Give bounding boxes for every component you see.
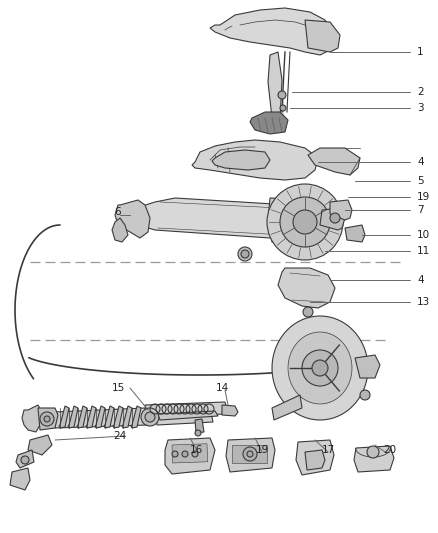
Text: 3: 3 bbox=[417, 103, 424, 113]
Circle shape bbox=[141, 408, 159, 426]
Polygon shape bbox=[68, 406, 78, 428]
Circle shape bbox=[280, 197, 330, 247]
Circle shape bbox=[280, 105, 286, 111]
Polygon shape bbox=[345, 225, 365, 242]
Polygon shape bbox=[145, 402, 228, 416]
Polygon shape bbox=[192, 140, 318, 180]
Text: 20: 20 bbox=[383, 445, 396, 455]
Polygon shape bbox=[210, 8, 335, 55]
Text: 19: 19 bbox=[417, 192, 430, 202]
Circle shape bbox=[44, 416, 50, 422]
Polygon shape bbox=[305, 20, 340, 52]
Circle shape bbox=[302, 350, 338, 386]
Circle shape bbox=[360, 390, 370, 400]
Polygon shape bbox=[272, 316, 368, 420]
Bar bbox=[172, 444, 208, 463]
Circle shape bbox=[40, 412, 54, 426]
Polygon shape bbox=[112, 218, 128, 242]
Polygon shape bbox=[22, 405, 42, 432]
Polygon shape bbox=[278, 268, 335, 308]
Text: 11: 11 bbox=[417, 246, 430, 256]
Circle shape bbox=[182, 451, 188, 457]
Polygon shape bbox=[77, 406, 87, 428]
Circle shape bbox=[278, 91, 286, 99]
Circle shape bbox=[21, 456, 29, 464]
Polygon shape bbox=[158, 411, 218, 420]
Polygon shape bbox=[272, 395, 302, 420]
Text: 1: 1 bbox=[417, 47, 424, 57]
Polygon shape bbox=[155, 408, 213, 425]
Polygon shape bbox=[38, 408, 58, 430]
Circle shape bbox=[312, 360, 328, 376]
Circle shape bbox=[241, 250, 249, 258]
Circle shape bbox=[195, 430, 201, 436]
Circle shape bbox=[243, 447, 257, 461]
Polygon shape bbox=[330, 200, 352, 220]
Text: 14: 14 bbox=[215, 383, 229, 393]
Bar bbox=[232, 445, 267, 463]
Polygon shape bbox=[268, 52, 282, 120]
Polygon shape bbox=[122, 406, 132, 428]
Text: 6: 6 bbox=[115, 207, 121, 217]
Polygon shape bbox=[59, 406, 69, 428]
Text: 24: 24 bbox=[113, 431, 127, 441]
Circle shape bbox=[145, 412, 155, 422]
Polygon shape bbox=[165, 438, 215, 474]
Polygon shape bbox=[195, 419, 204, 433]
Polygon shape bbox=[226, 438, 275, 472]
Circle shape bbox=[267, 184, 343, 260]
Circle shape bbox=[330, 213, 340, 223]
Polygon shape bbox=[95, 406, 105, 428]
Circle shape bbox=[293, 210, 317, 234]
Polygon shape bbox=[212, 150, 270, 170]
Text: 7: 7 bbox=[417, 205, 424, 215]
Circle shape bbox=[172, 451, 178, 457]
Polygon shape bbox=[10, 468, 30, 490]
Text: 4: 4 bbox=[417, 157, 424, 167]
Polygon shape bbox=[113, 406, 123, 428]
Text: 2: 2 bbox=[417, 87, 424, 97]
Circle shape bbox=[303, 307, 313, 317]
Polygon shape bbox=[268, 198, 325, 248]
Polygon shape bbox=[305, 450, 325, 470]
Circle shape bbox=[367, 446, 379, 458]
Text: 13: 13 bbox=[417, 297, 430, 307]
Polygon shape bbox=[131, 406, 141, 428]
Text: 4: 4 bbox=[417, 275, 424, 285]
Circle shape bbox=[192, 451, 198, 457]
Circle shape bbox=[247, 451, 253, 457]
Text: 17: 17 bbox=[321, 445, 335, 455]
Polygon shape bbox=[86, 406, 96, 428]
Polygon shape bbox=[308, 148, 360, 175]
Polygon shape bbox=[320, 208, 345, 230]
Polygon shape bbox=[355, 355, 380, 378]
Polygon shape bbox=[288, 332, 352, 404]
Polygon shape bbox=[115, 200, 150, 238]
Text: 15: 15 bbox=[111, 383, 125, 393]
Polygon shape bbox=[125, 198, 318, 242]
Polygon shape bbox=[296, 440, 334, 475]
Text: 16: 16 bbox=[189, 445, 203, 455]
Polygon shape bbox=[222, 405, 238, 416]
Polygon shape bbox=[250, 112, 288, 134]
Text: 10: 10 bbox=[417, 230, 430, 240]
Polygon shape bbox=[28, 435, 52, 455]
Circle shape bbox=[238, 247, 252, 261]
Polygon shape bbox=[16, 450, 34, 468]
Polygon shape bbox=[104, 406, 114, 428]
Polygon shape bbox=[354, 446, 394, 472]
Text: 19: 19 bbox=[255, 445, 268, 455]
Text: 5: 5 bbox=[417, 176, 424, 186]
Polygon shape bbox=[55, 408, 148, 428]
